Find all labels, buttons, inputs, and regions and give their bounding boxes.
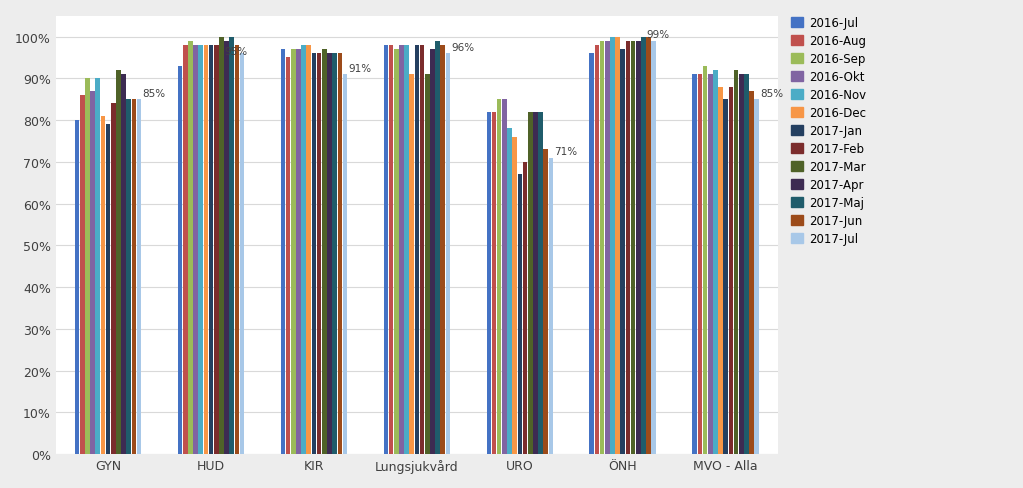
Bar	[229, 38, 234, 454]
Bar	[317, 54, 321, 454]
Bar	[518, 175, 522, 454]
Bar	[280, 50, 285, 454]
Bar	[538, 112, 543, 454]
Text: 85%: 85%	[760, 89, 783, 99]
Bar	[733, 71, 739, 454]
Bar	[647, 38, 651, 454]
Bar	[307, 46, 311, 454]
Bar	[137, 100, 141, 454]
Bar	[419, 46, 425, 454]
Bar	[528, 112, 533, 454]
Text: 91%: 91%	[348, 64, 371, 74]
Bar	[543, 150, 548, 454]
Bar	[178, 66, 182, 454]
Bar	[327, 54, 331, 454]
Bar	[749, 92, 754, 454]
Bar	[631, 41, 635, 454]
Bar	[703, 66, 707, 454]
Text: 99%: 99%	[647, 30, 670, 41]
Text: 85%: 85%	[142, 89, 166, 99]
Bar	[312, 54, 316, 454]
Bar	[198, 46, 203, 454]
Bar	[754, 100, 759, 454]
Text: 71%: 71%	[554, 147, 577, 157]
Bar	[502, 100, 506, 454]
Bar	[605, 41, 610, 454]
Bar	[425, 75, 430, 454]
Bar	[728, 87, 733, 454]
Bar	[105, 125, 110, 454]
Bar	[744, 75, 749, 454]
Bar	[641, 38, 646, 454]
Bar	[615, 38, 620, 454]
Bar	[204, 46, 209, 454]
Bar	[110, 104, 116, 454]
Legend: 2016-Jul, 2016-Aug, 2016-Sep, 2016-Okt, 2016-Nov, 2016-Dec, 2017-Jan, 2017-Feb, : 2016-Jul, 2016-Aug, 2016-Sep, 2016-Okt, …	[788, 14, 870, 249]
Bar	[599, 41, 605, 454]
Bar	[626, 41, 630, 454]
Bar	[285, 58, 291, 454]
Bar	[302, 46, 306, 454]
Bar	[693, 75, 697, 454]
Bar	[122, 75, 126, 454]
Bar	[548, 158, 553, 454]
Bar	[713, 71, 718, 454]
Bar	[698, 75, 702, 454]
Bar	[404, 46, 409, 454]
Bar	[90, 92, 95, 454]
Bar	[435, 41, 440, 454]
Bar	[389, 46, 394, 454]
Bar	[399, 46, 404, 454]
Bar	[497, 100, 501, 454]
Bar	[533, 112, 538, 454]
Bar	[446, 54, 450, 454]
Bar	[239, 54, 244, 454]
Bar	[214, 46, 219, 454]
Bar	[718, 87, 723, 454]
Bar	[492, 112, 496, 454]
Bar	[636, 41, 640, 454]
Bar	[100, 117, 105, 454]
Text: 95%: 95%	[224, 47, 248, 57]
Bar	[384, 46, 389, 454]
Bar	[127, 100, 131, 454]
Bar	[117, 71, 121, 454]
Bar	[332, 54, 337, 454]
Bar	[739, 75, 744, 454]
Bar	[85, 79, 90, 454]
Bar	[297, 50, 301, 454]
Bar	[441, 46, 445, 454]
Bar	[594, 46, 599, 454]
Bar	[621, 50, 625, 454]
Bar	[322, 50, 326, 454]
Bar	[414, 46, 419, 454]
Bar	[80, 96, 85, 454]
Bar	[430, 50, 435, 454]
Bar	[409, 75, 414, 454]
Bar	[652, 41, 656, 454]
Bar	[394, 50, 399, 454]
Bar	[219, 38, 224, 454]
Bar	[291, 50, 296, 454]
Bar	[487, 112, 491, 454]
Bar	[708, 75, 713, 454]
Bar	[132, 100, 136, 454]
Bar	[507, 129, 512, 454]
Bar	[193, 46, 197, 454]
Bar	[343, 75, 348, 454]
Bar	[224, 41, 229, 454]
Bar	[95, 79, 100, 454]
Bar	[209, 46, 214, 454]
Text: 96%: 96%	[451, 43, 475, 53]
Bar	[234, 46, 239, 454]
Bar	[513, 138, 517, 454]
Bar	[589, 54, 594, 454]
Bar	[523, 163, 527, 454]
Bar	[338, 54, 342, 454]
Bar	[188, 41, 192, 454]
Bar	[75, 121, 80, 454]
Bar	[183, 46, 187, 454]
Bar	[610, 38, 615, 454]
Bar	[723, 100, 728, 454]
